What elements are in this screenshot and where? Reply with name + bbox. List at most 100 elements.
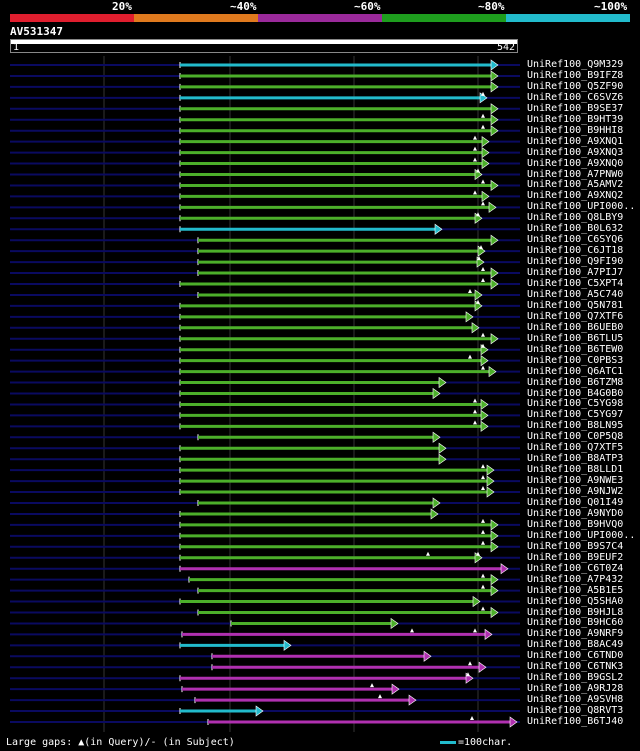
scale-legend-text: =100char. — [458, 737, 513, 748]
hit-label[interactable]: UniRef100_C5YG98 — [527, 398, 624, 410]
scale-legend: =100char. — [440, 737, 512, 749]
hit-label[interactable]: UniRef100_A5C740 — [527, 288, 624, 300]
hit-label[interactable]: UniRef100_A7P432 — [527, 573, 624, 585]
hit-arrow — [434, 223, 443, 235]
hit-arrow — [490, 574, 499, 586]
gap-legend: Large gaps: ▲(in Query)/- (in Subject) — [6, 737, 235, 748]
hit-label[interactable]: UniRef100_Q8LBY9 — [527, 212, 624, 224]
hit-label[interactable]: UniRef100_B8ATP3 — [527, 453, 624, 465]
hit-arrow — [509, 716, 518, 728]
query-gap-marker — [473, 420, 477, 425]
hit-arrow — [490, 333, 499, 345]
hit-label[interactable]: UniRef100_B8AC49 — [527, 639, 624, 651]
hit-arrow — [438, 453, 447, 465]
hit-arrow — [423, 650, 432, 662]
hit-label[interactable]: UniRef100_B9EUF2 — [527, 551, 624, 563]
hit-arrow — [478, 661, 487, 673]
hit-label[interactable]: UniRef100_A9SVH8 — [527, 694, 624, 706]
hit-label[interactable]: UniRef100_A5B1E5 — [527, 584, 624, 596]
hit-label[interactable]: UniRef100_Q5ZF90 — [527, 80, 624, 92]
hit-label[interactable]: UniRef100_B9S7C4 — [527, 540, 624, 552]
hit-label[interactable]: UniRef100_UPI000.. — [527, 201, 636, 213]
hit-label[interactable]: UniRef100_C6SYQ6 — [527, 234, 624, 246]
hit-label[interactable]: UniRef100_A7PNW0 — [527, 168, 624, 180]
hit-label[interactable]: UniRef100_Q8RVT3 — [527, 705, 624, 717]
hit-label[interactable]: UniRef100_C5YG97 — [527, 409, 624, 421]
hit-arrow — [490, 114, 499, 126]
query-gap-marker — [481, 486, 485, 491]
query-gap-marker — [473, 190, 477, 195]
hit-label[interactable]: UniRef100_B0L632 — [527, 223, 624, 235]
hit-label[interactable]: UniRef100_Q5SHA0 — [527, 595, 624, 607]
query-gap-marker — [481, 124, 485, 129]
hit-label[interactable]: UniRef100_B9HC60 — [527, 617, 624, 629]
hit-label[interactable]: UniRef100_A9XNQ3 — [527, 146, 624, 158]
hit-label[interactable]: UniRef100_A9NJW2 — [527, 486, 624, 498]
query-gap-marker — [477, 256, 481, 261]
hit-arrow — [486, 475, 495, 487]
hit-label[interactable]: UniRef100_B6UEB0 — [527, 321, 624, 333]
hit-label[interactable]: UniRef100_Q5N781 — [527, 299, 624, 311]
hit-label[interactable]: UniRef100_B9IFZ8 — [527, 69, 624, 81]
query-gap-marker — [410, 628, 414, 633]
hit-label[interactable]: UniRef100_B9HHI8 — [527, 124, 624, 136]
query-gap-marker — [481, 267, 485, 272]
hit-label[interactable]: UniRef100_B6TLU5 — [527, 332, 624, 344]
hit-label[interactable]: UniRef100_B9GSL2 — [527, 672, 624, 684]
query-gap-marker — [473, 157, 477, 162]
hit-label[interactable]: UniRef100_B9HT39 — [527, 113, 624, 125]
query-gap-marker — [378, 694, 382, 699]
hit-label[interactable]: UniRef100_A9NYD0 — [527, 507, 624, 519]
hit-arrow — [438, 442, 447, 454]
hit-label[interactable]: UniRef100_B8LN95 — [527, 420, 624, 432]
hit-label[interactable]: UniRef100_B6TJ40 — [527, 716, 624, 727]
hit-label[interactable]: UniRef100_B9SE37 — [527, 102, 624, 114]
query-gap-marker — [473, 409, 477, 414]
hit-label[interactable]: UniRef100_C6JT18 — [527, 245, 624, 257]
query-gap-marker — [481, 278, 485, 282]
hit-label[interactable]: UniRef100_A9XNQ1 — [527, 135, 624, 147]
hit-label[interactable]: UniRef100_C0PBS3 — [527, 354, 624, 366]
hit-label[interactable]: UniRef100_Q01I49 — [527, 497, 624, 508]
hit-label[interactable]: UniRef100_B8LLD1 — [527, 464, 624, 476]
hit-label[interactable]: UniRef100_A9NWE3 — [527, 475, 624, 487]
hit-label[interactable]: UniRef100_A7PIJ7 — [527, 267, 624, 279]
hit-label[interactable]: UniRef100_C6TND0 — [527, 650, 624, 662]
hit-label[interactable]: UniRef100_Q7XTF5 — [527, 442, 624, 454]
hit-label[interactable]: UniRef100_UPI000.. — [527, 529, 636, 541]
hit-label[interactable]: UniRef100_Q7XTF6 — [527, 310, 624, 322]
hit-label[interactable]: UniRef100_C6SVZ6 — [527, 91, 624, 103]
hit-arrow — [480, 398, 489, 411]
hit-label[interactable]: UniRef100_C6T0Z4 — [527, 562, 624, 574]
hit-arrow — [488, 201, 497, 213]
hit-label[interactable]: UniRef100_B6TZM8 — [527, 376, 624, 388]
hit-label[interactable]: UniRef100_B4G0B0 — [527, 387, 624, 399]
hit-label[interactable]: UniRef100_C0P5Q8 — [527, 431, 624, 443]
hit-label[interactable]: UniRef100_A9NRF9 — [527, 628, 624, 640]
hit-label[interactable]: UniRef100_B6TEW0 — [527, 343, 624, 355]
query-gap-marker — [481, 113, 485, 118]
hit-label[interactable]: UniRef100_C5XPT4 — [527, 278, 624, 289]
hit-label[interactable]: UniRef100_B9HJL8 — [527, 606, 624, 618]
query-gap-marker — [468, 661, 472, 666]
hit-label[interactable]: UniRef100_A9XNQ0 — [527, 157, 624, 169]
hit-label[interactable]: UniRef100_A9XNQ2 — [527, 190, 624, 202]
hit-label[interactable]: UniRef100_C6TNK3 — [527, 661, 624, 673]
scale-label-80: ~80% — [478, 0, 505, 13]
hit-arrow — [486, 464, 495, 476]
scale-legend-bar — [440, 740, 456, 744]
hit-label[interactable]: UniRef100_Q6ATC1 — [527, 365, 624, 377]
hit-arrow — [391, 683, 400, 695]
query-gap-marker — [476, 212, 480, 217]
hit-label[interactable]: UniRef100_A5AMV2 — [527, 179, 624, 191]
hit-label[interactable]: UniRef100_A9RJ28 — [527, 683, 624, 695]
hit-label[interactable]: UniRef100_Q9FI90 — [527, 256, 624, 268]
hit-label[interactable]: UniRef100_B9HVQ0 — [527, 518, 624, 530]
query-gap-marker — [476, 551, 480, 556]
color-segment-80 — [382, 14, 506, 22]
hit-label[interactable]: UniRef100_Q9M329 — [527, 59, 624, 70]
hit-arrow — [438, 376, 447, 389]
hit-arrow — [481, 157, 490, 170]
hit-arrow — [480, 409, 489, 421]
